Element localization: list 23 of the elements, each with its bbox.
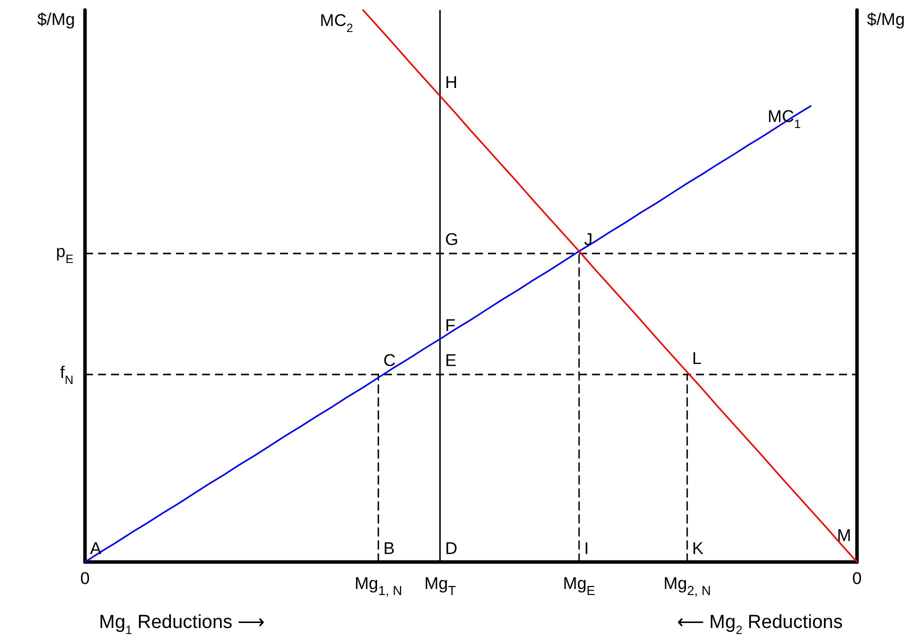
ref-line-label: p$_{E}$: [56, 242, 74, 266]
annotation: C: [383, 351, 396, 370]
annotation: E: [445, 351, 456, 370]
series-label: MC$_{2}$: [320, 11, 354, 35]
text: ⟵ Mg$_{2}$ Reductions: [677, 612, 843, 636]
annotation: B: [383, 539, 395, 558]
text: Mg$_{1}$ Reductions ⟶: [99, 612, 265, 636]
x-tick-label: 0: [852, 569, 862, 588]
annotation: J: [584, 230, 593, 249]
annotation: I: [584, 539, 589, 558]
y2-axis-title: $/Mg: [867, 10, 905, 29]
annotation: K: [692, 539, 704, 558]
annotation: L: [692, 349, 702, 368]
annotation: F: [445, 316, 456, 335]
x-tick-label: 0: [80, 569, 90, 588]
ref-line-label: f$_{N}$: [60, 363, 74, 388]
annotation: A: [90, 539, 102, 558]
y-axis-title: $/Mg: [37, 10, 75, 29]
annotation: G: [445, 230, 458, 249]
annotation: H: [445, 73, 458, 92]
series-label: MC$_{1}$: [768, 107, 801, 132]
annotation: M: [837, 526, 852, 545]
annotation: D: [445, 539, 458, 558]
